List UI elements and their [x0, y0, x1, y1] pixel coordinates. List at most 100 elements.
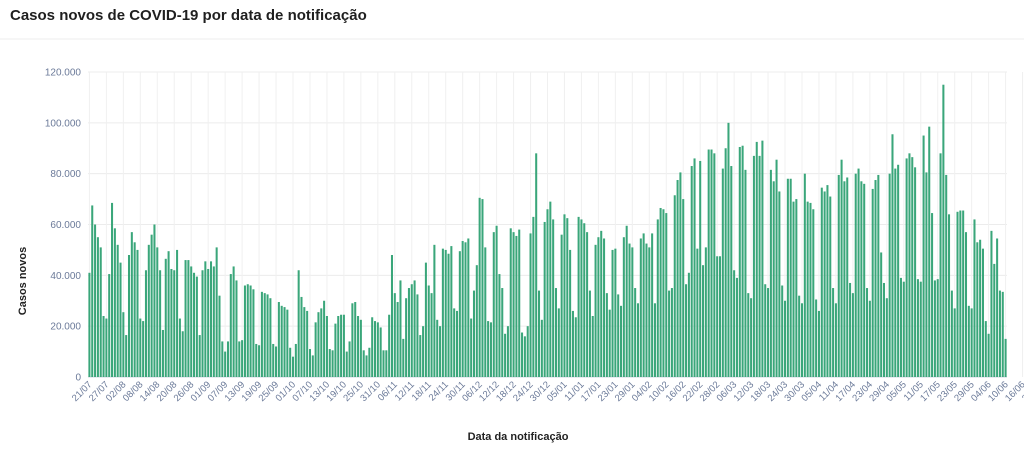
bar — [798, 295, 801, 377]
bar — [622, 237, 625, 377]
bar — [136, 249, 139, 377]
bar — [597, 237, 600, 377]
bar — [498, 274, 501, 377]
bar — [569, 249, 572, 377]
bar — [484, 247, 487, 378]
bar — [891, 134, 894, 377]
bar — [439, 326, 442, 377]
bar — [407, 288, 410, 377]
bar — [286, 309, 289, 377]
bar — [939, 153, 942, 377]
bar — [269, 298, 272, 377]
bar — [914, 167, 917, 377]
bar — [860, 181, 863, 377]
bar — [560, 234, 563, 377]
chart-title: Casos novos de COVID-19 por data de noti… — [10, 7, 367, 24]
bar — [628, 243, 631, 377]
bar — [826, 185, 829, 377]
bar — [959, 210, 962, 377]
bar — [580, 219, 583, 377]
bar — [557, 308, 560, 378]
bar — [916, 279, 919, 377]
bar — [735, 277, 738, 378]
bar — [156, 247, 159, 378]
bar — [512, 232, 515, 378]
bar — [574, 317, 577, 377]
bar — [767, 288, 770, 377]
bar — [427, 285, 430, 377]
bar — [639, 238, 642, 377]
bar — [176, 249, 179, 377]
bar — [311, 355, 314, 377]
bar — [314, 322, 317, 377]
bar — [139, 318, 142, 377]
bar — [888, 173, 891, 377]
bar — [385, 350, 388, 377]
bar — [521, 332, 524, 377]
bar — [402, 338, 405, 378]
bar — [829, 196, 832, 377]
y-axis-label: Casos novos — [17, 247, 29, 315]
bar — [289, 347, 292, 377]
bar — [325, 316, 328, 377]
bar — [232, 266, 235, 377]
bar — [351, 303, 354, 377]
bar — [297, 270, 300, 377]
bar — [588, 290, 591, 377]
bar — [812, 209, 815, 377]
bar — [897, 164, 900, 377]
bar — [376, 322, 379, 377]
bar — [308, 349, 311, 377]
bar — [984, 321, 987, 377]
bar — [758, 155, 761, 378]
bar — [379, 327, 382, 377]
bar — [416, 294, 419, 377]
bar — [390, 255, 393, 377]
bar — [962, 210, 965, 377]
bar — [552, 219, 555, 377]
bar — [306, 310, 309, 377]
bar — [990, 230, 993, 377]
bar — [716, 256, 719, 377]
bar — [399, 280, 402, 377]
bar — [226, 341, 229, 377]
bar — [931, 213, 934, 377]
bar — [453, 308, 456, 378]
bar — [803, 173, 806, 377]
bar — [851, 293, 854, 378]
bar — [546, 209, 549, 377]
bar — [761, 140, 764, 378]
bar — [275, 346, 278, 377]
bar — [583, 223, 586, 377]
bar — [843, 181, 846, 377]
bar — [948, 214, 951, 377]
bar — [320, 308, 323, 378]
bar — [998, 290, 1001, 377]
bar — [1001, 291, 1004, 377]
bar — [699, 160, 702, 377]
bar — [942, 84, 945, 378]
bar — [142, 321, 145, 377]
bar — [481, 199, 484, 377]
bar — [608, 309, 611, 377]
bar — [113, 228, 116, 377]
bar — [221, 341, 224, 377]
bar — [925, 172, 928, 377]
bar — [331, 350, 334, 377]
bar — [337, 316, 340, 377]
bar — [515, 235, 518, 377]
bar — [207, 268, 210, 377]
bar — [99, 247, 102, 378]
bar — [444, 249, 447, 377]
bar — [323, 300, 326, 377]
bar — [506, 326, 509, 377]
y-tick-label: 120.000 — [45, 68, 82, 79]
bar — [328, 349, 331, 377]
bar — [911, 157, 914, 377]
bar — [656, 219, 659, 377]
bar — [877, 174, 880, 377]
bar — [857, 168, 860, 377]
bar — [953, 308, 956, 378]
bar — [122, 312, 125, 377]
bar — [410, 284, 413, 377]
